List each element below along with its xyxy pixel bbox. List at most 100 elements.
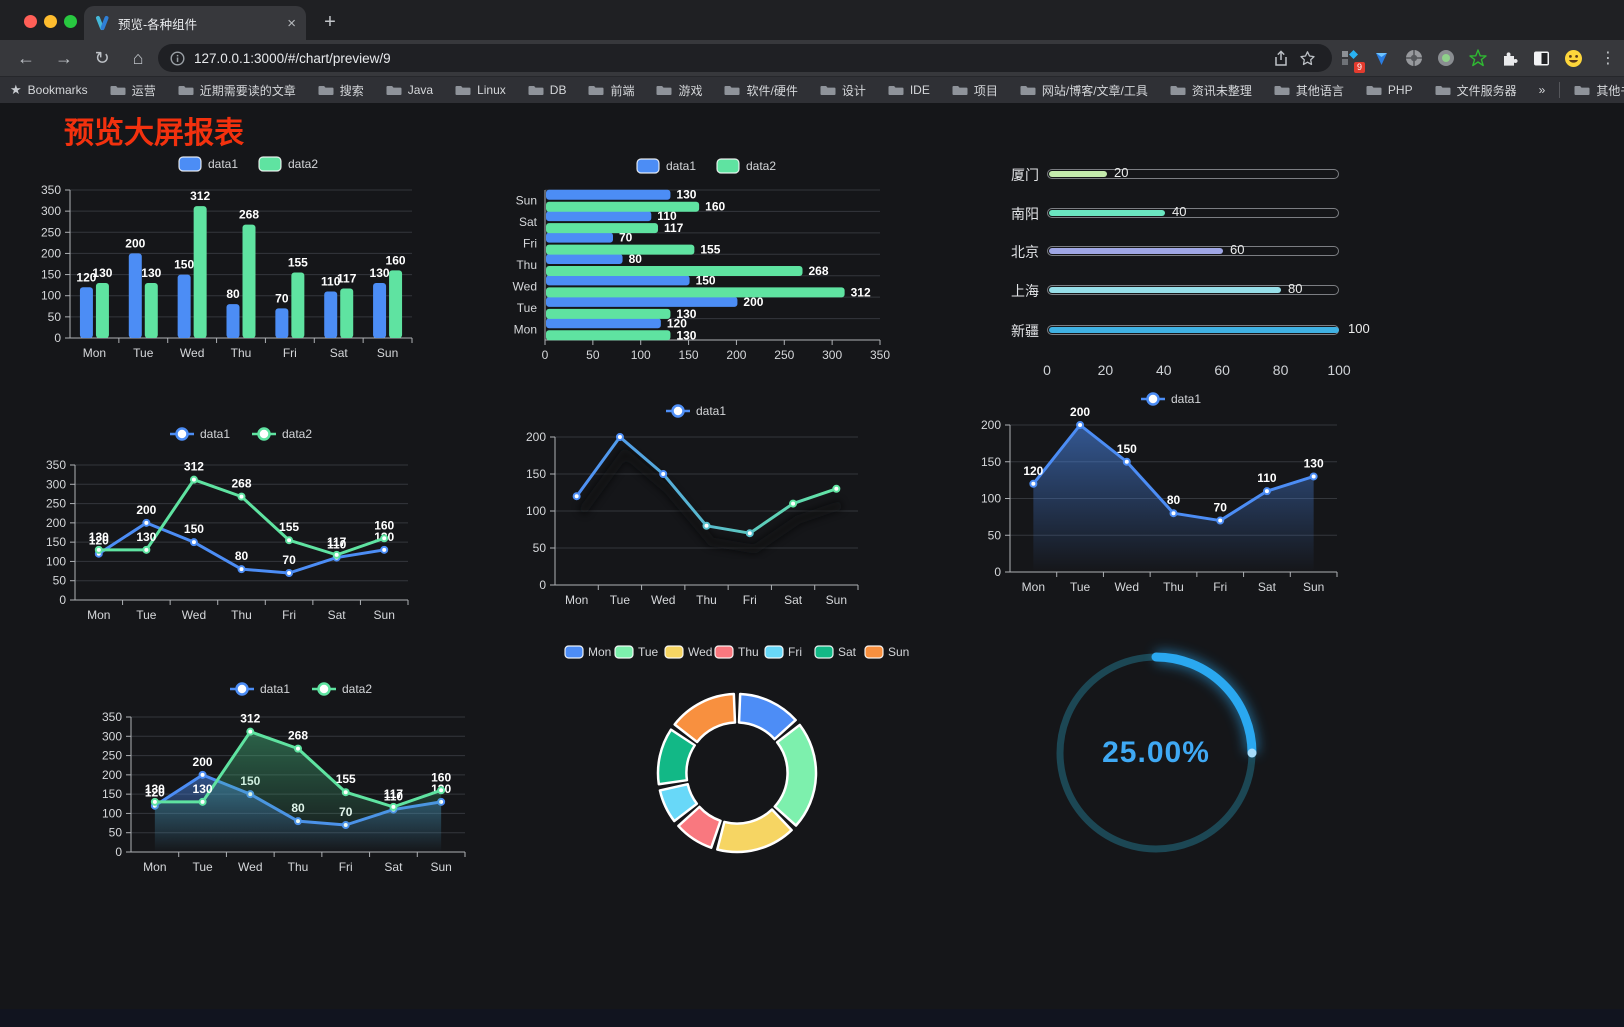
minimize-window-button[interactable]: [44, 15, 57, 28]
donut-chart[interactable]: Mon Tue Wed Thu Fri Sat Sun: [540, 640, 940, 890]
svg-text:130: 130: [676, 307, 696, 321]
tab-close-icon[interactable]: ×: [287, 14, 296, 32]
svg-text:Thu: Thu: [516, 258, 537, 272]
bookmarks-overflow-chevron[interactable]: »: [1538, 83, 1546, 97]
svg-text:Tue: Tue: [638, 645, 659, 659]
other-bookmarks-folder[interactable]: 其他书签: [1574, 82, 1624, 99]
svg-text:Fri: Fri: [283, 346, 297, 360]
svg-text:312: 312: [851, 285, 871, 299]
bookmark-folder[interactable]: 近期需要读的文章: [178, 82, 296, 99]
extension-grid-icon[interactable]: 9: [1340, 49, 1365, 73]
extension-gem-icon[interactable]: [1372, 49, 1391, 68]
url-bar[interactable]: 127.0.0.1:3000/#/chart/preview/9: [158, 44, 1332, 72]
bookmark-star-icon[interactable]: [1294, 45, 1320, 71]
svg-text:Thu: Thu: [231, 608, 252, 622]
bookmark-folder[interactable]: Linux: [455, 82, 506, 99]
bookmark-folder[interactable]: 其他语言: [1274, 82, 1344, 99]
svg-text:Sun: Sun: [888, 645, 909, 659]
city-progress-chart[interactable]: 厦门 20 南阳 40 北京 60 上海 80 新疆 100 0 20 40 60 80 100: [995, 150, 1370, 390]
extension-star-icon[interactable]: [1468, 49, 1487, 68]
svg-text:200: 200: [981, 418, 1001, 432]
bookmark-folder[interactable]: 设计: [820, 82, 866, 99]
svg-text:Thu: Thu: [288, 860, 309, 874]
bookmark-folder[interactable]: 文件服务器: [1435, 82, 1517, 99]
progress-fill: [1049, 248, 1223, 254]
svg-text:300: 300: [46, 477, 66, 491]
svg-text:data1: data1: [260, 682, 290, 696]
svg-text:250: 250: [41, 225, 61, 239]
svg-text:300: 300: [41, 204, 61, 218]
site-info-icon[interactable]: [170, 50, 185, 66]
browser-tab[interactable]: 预览-各种组件 ×: [84, 6, 306, 40]
progress-value: 40: [1172, 204, 1187, 219]
svg-text:data1: data1: [666, 159, 696, 173]
folder-icon: [588, 86, 604, 95]
svg-text:data2: data2: [288, 157, 318, 171]
two-series-area-chart[interactable]: 0 50 100 150 200 250 300 350 Mon Tue Wed Thu Fri Sat S…: [102, 672, 485, 887]
bookmark-folder[interactable]: 前端: [588, 82, 634, 99]
home-icon[interactable]: ⌂: [132, 47, 144, 68]
bookmark-folder[interactable]: Java: [386, 82, 433, 99]
two-series-line-chart[interactable]: 0 50 100 150 200 250 300 350 Mon Tue Wed Thu Fri Sat S…: [45, 420, 425, 635]
bookmark-folder[interactable]: IDE: [888, 82, 930, 99]
svg-text:Mon: Mon: [565, 593, 588, 607]
folder-icon: [1274, 86, 1290, 95]
gauge-value-label: 25.00%: [1102, 736, 1210, 769]
bookmark-folder[interactable]: 项目: [952, 82, 998, 99]
single-area-chart[interactable]: 0 50 100 150 200 Mon Tue Wed Thu Fri Sat Sun 120 200 1…: [981, 390, 1365, 595]
horizontal-bar-chart[interactable]: 0 50 100 150 200 250 300 350 Mon Tue Wed Thu Fri Sat S…: [500, 150, 910, 365]
extension-puzzle-icon[interactable]: [1500, 49, 1519, 68]
folder-icon: [318, 86, 334, 95]
grouped-bar-chart[interactable]: 0 50 100 150 200 250 300 350 Mon Tue Wed Thu Fri Sat S…: [40, 150, 460, 365]
close-window-button[interactable]: [24, 15, 37, 28]
svg-text:250: 250: [102, 749, 122, 763]
svg-text:200: 200: [1070, 405, 1090, 419]
folder-icon: [656, 86, 672, 95]
svg-text:Sat: Sat: [519, 215, 538, 229]
extension-wheel-icon[interactable]: [1404, 49, 1423, 68]
gradient-line-chart[interactable]: 0 50 100 150 200 Mon Tue Wed Thu Fri Sat Sun data1: [505, 400, 885, 610]
folder-icon: [386, 86, 402, 95]
browser-menu-icon[interactable]: ⋮: [1600, 50, 1616, 67]
bookmark-folder[interactable]: PHP: [1366, 82, 1413, 99]
svg-text:100: 100: [631, 348, 651, 362]
folder-icon: [952, 86, 968, 95]
folder-icon: [1170, 86, 1186, 95]
extension-emoji-icon[interactable]: [1564, 49, 1583, 68]
forward-icon[interactable]: →: [55, 47, 73, 68]
svg-text:130: 130: [145, 782, 165, 796]
extension-dot-icon[interactable]: [1436, 49, 1455, 68]
bookmark-folder[interactable]: 资讯未整理: [1170, 82, 1252, 99]
svg-text:70: 70: [282, 553, 296, 567]
svg-text:Wed: Wed: [688, 645, 712, 659]
axis-tick-label: 80: [1272, 362, 1289, 378]
axis-tick-label: 20: [1097, 362, 1114, 378]
svg-text:100: 100: [41, 289, 61, 303]
bookmarks-app-item[interactable]: ★ Bookmarks: [10, 82, 88, 97]
svg-text:130: 130: [141, 266, 161, 280]
svg-text:Sat: Sat: [384, 860, 403, 874]
url-text[interactable]: 127.0.0.1:3000/#/chart/preview/9: [194, 50, 391, 66]
maximize-window-button[interactable]: [64, 15, 77, 28]
svg-text:Tue: Tue: [136, 608, 157, 622]
tab-strip: 预览-各种组件 × +: [0, 0, 1624, 40]
folder-icon: [178, 86, 194, 95]
reload-icon[interactable]: ↻: [94, 47, 110, 68]
extension-split-square-icon[interactable]: [1532, 49, 1551, 68]
svg-text:Thu: Thu: [738, 645, 759, 659]
bookmark-folder[interactable]: 网站/博客/文章/工具: [1020, 82, 1148, 99]
bookmark-folder[interactable]: 运营: [110, 82, 156, 99]
svg-text:Mon: Mon: [87, 608, 110, 622]
svg-text:70: 70: [1214, 501, 1228, 515]
svg-text:50: 50: [48, 310, 62, 324]
bookmark-folder[interactable]: 搜索: [318, 82, 364, 99]
new-tab-button[interactable]: +: [324, 10, 336, 33]
bookmark-folder[interactable]: 游戏: [656, 82, 702, 99]
bookmark-folder[interactable]: DB: [528, 82, 566, 99]
svg-text:312: 312: [184, 460, 204, 474]
svg-text:0: 0: [994, 565, 1001, 579]
back-icon[interactable]: ←: [17, 47, 35, 68]
bookmark-folder[interactable]: 软件/硬件: [724, 82, 798, 99]
share-icon[interactable]: [1268, 45, 1294, 71]
gauge-chart[interactable]: 25.00%: [1040, 640, 1280, 880]
